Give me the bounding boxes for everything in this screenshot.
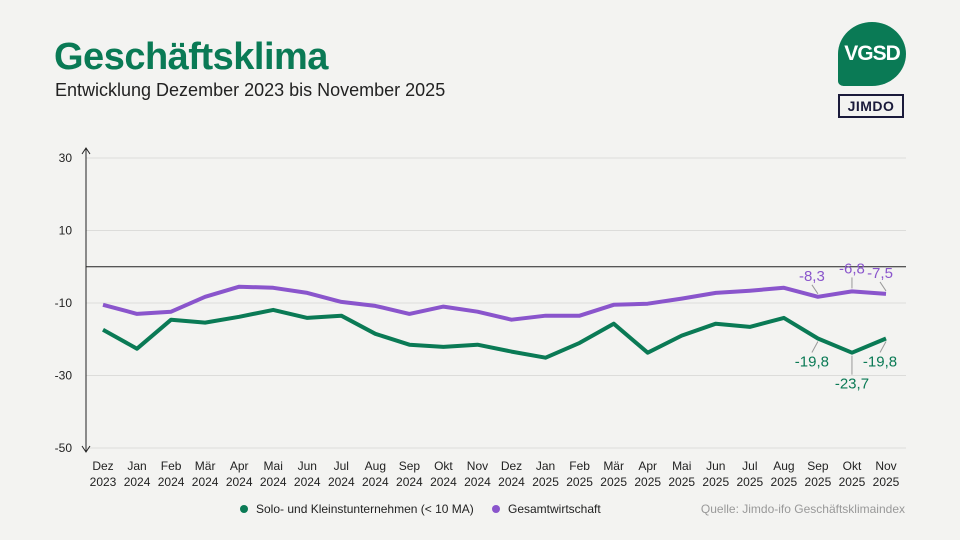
x-tick-label-year: 2025 [566,475,593,489]
x-tick-label-month: Mär [603,459,624,473]
page-subtitle: Entwicklung Dezember 2023 bis November 2… [55,80,446,100]
source-note: Quelle: Jimdo-ifo Geschäftsklimaindex [700,502,905,516]
x-tick-label-year: 2024 [226,475,253,489]
x-tick-label-year: 2025 [839,475,866,489]
x-tick-label-month: Sep [399,459,421,473]
series-line-solo [102,307,887,360]
y-axis-arrow-down-icon [81,445,91,453]
y-axis-arrow-up-icon [81,147,91,155]
data-label: -7,5 [867,265,893,282]
vgsd-logo-text: VGSD [844,42,901,65]
x-tick-label-month: Jul [742,459,757,473]
jimdo-logo: JIMDO [838,94,904,118]
x-tick-label-month: Jun [298,459,317,473]
data-label: -23,7 [835,376,869,393]
data-label: -19,8 [795,354,829,371]
x-tick-label-year: 2025 [805,475,832,489]
y-tick-label: 10 [59,224,73,238]
data-label: -6,8 [839,260,865,277]
x-tick-label-year: 2024 [430,475,457,489]
x-tick-label-month: Dez [501,459,522,473]
y-tick-label: 30 [59,151,73,165]
x-tick-label-year: 2023 [90,475,117,489]
page-title: Geschäftsklima [54,36,328,78]
x-tick-label-year: 2025 [771,475,798,489]
x-tick-label-month: Mai [672,459,691,473]
x-tick-label-year: 2024 [158,475,185,489]
y-tick-label: -10 [55,296,73,310]
jimdo-logo-text: JIMDO [847,98,895,114]
x-tick-label-year: 2024 [294,475,321,489]
label-leader [811,341,819,353]
x-tick-label-month: Nov [467,459,488,473]
legend-marker-purple [492,505,500,513]
x-tick-label-year: 2024 [498,475,525,489]
x-tick-label-year: 2024 [192,475,219,489]
x-tick-label-year: 2025 [532,475,559,489]
x-tick-label-month: Nov [875,459,896,473]
x-tick-label-month: Mai [264,459,283,473]
x-tick-label-year: 2025 [634,475,661,489]
y-tick-label: -50 [55,441,73,455]
x-tick-label-year: 2024 [464,475,491,489]
data-label: -8,3 [799,268,825,285]
legend-label-gesamt: Gesamtwirtschaft [508,502,601,516]
x-tick-label-month: Aug [773,459,794,473]
x-tick-label-month: Feb [569,459,590,473]
x-tick-label-year: 2024 [328,475,355,489]
x-tick-label-month: Okt [434,459,453,473]
x-tick-label-year: 2024 [362,475,389,489]
x-tick-label-year: 2025 [702,475,729,489]
x-tick-label-month: Dez [92,459,113,473]
legend-label-solo: Solo- und Kleinstunternehmen (< 10 MA) [256,502,474,516]
x-tick-label-month: Feb [161,459,182,473]
x-tick-label-month: Apr [638,459,657,473]
label-leader [879,341,887,353]
label-leader [879,281,887,292]
x-tick-label-year: 2024 [260,475,287,489]
x-tick-label-month: Aug [365,459,386,473]
legend-item-solo: Solo- und Kleinstunternehmen (< 10 MA) [240,502,474,516]
x-tick-label-year: 2025 [600,475,627,489]
x-tick-label-month: Jan [127,459,146,473]
x-tick-label-year: 2024 [124,475,151,489]
label-leader [811,284,819,295]
y-tick-label: -30 [55,369,73,383]
x-tick-label-month: Okt [843,459,862,473]
x-tick-label-month: Jun [706,459,725,473]
vgsd-logo: VGSD [838,22,906,86]
x-tick-label-month: Mär [195,459,216,473]
x-tick-label-year: 2025 [668,475,695,489]
legend-item-gesamt: Gesamtwirtschaft [492,502,601,516]
x-tick-label-month: Sep [807,459,829,473]
x-tick-label-month: Jan [536,459,555,473]
x-tick-label-month: Apr [230,459,249,473]
x-tick-label-year: 2024 [396,475,423,489]
x-tick-label-year: 2025 [736,475,763,489]
x-tick-label-year: 2025 [873,475,900,489]
legend-marker-green [240,505,248,513]
series-line-gesamtwirtschaft [102,284,887,322]
x-tick-label-month: Jul [334,459,349,473]
data-label: -19,8 [863,354,897,371]
